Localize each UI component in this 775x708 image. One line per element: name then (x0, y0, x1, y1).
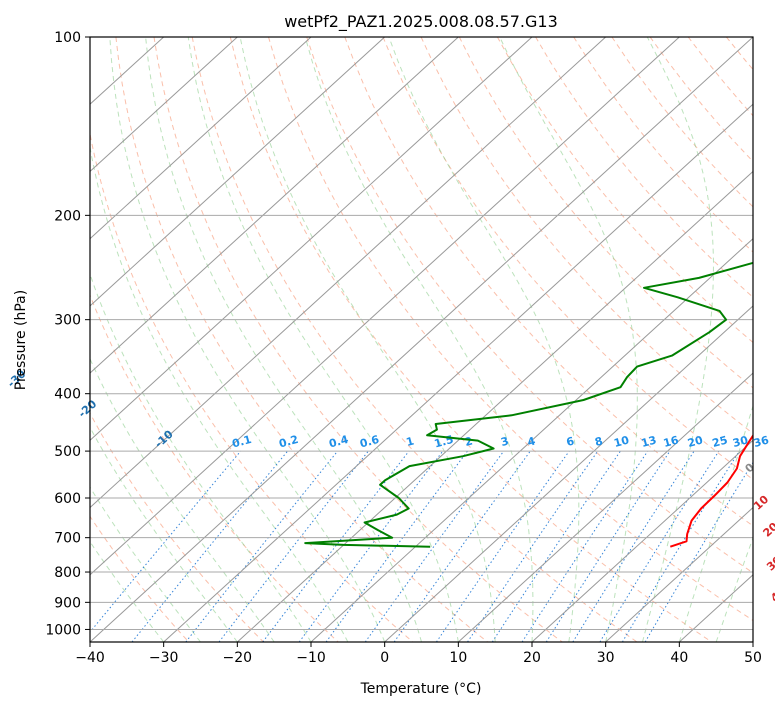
moist-adiabat (90, 144, 349, 642)
dry-adiabat (382, 37, 753, 481)
mixing-ratio-line (131, 450, 288, 642)
mixing-ratio-line (90, 450, 242, 633)
x-tick-label: 20 (523, 650, 541, 666)
x-tick-label: −40 (75, 650, 105, 666)
x-tick-label: 40 (670, 650, 688, 666)
y-tick-label: 300 (54, 313, 81, 329)
mixing-ratio-label: 10 (612, 433, 630, 450)
dry-adiabat (115, 37, 488, 642)
isotherm (531, 439, 753, 642)
mixing-ratio-line (262, 450, 410, 642)
dry-adiabat (191, 37, 638, 642)
mixing-ratio-line (185, 450, 338, 642)
y-tick-label: 600 (54, 491, 81, 507)
isotherm (605, 506, 753, 642)
temperature-label: 40 (768, 585, 775, 605)
mixing-ratio-line (521, 450, 649, 642)
dry-adiabat (90, 412, 264, 642)
mixing-ratio-label: 3 (499, 434, 510, 449)
isotherm (90, 37, 312, 240)
x-tick-label: −20 (223, 650, 253, 666)
y-tick-label: 200 (54, 208, 81, 224)
mixing-ratio-label: 1 (405, 434, 416, 449)
y-tick-label: 700 (54, 531, 81, 547)
y-tick-label: 1000 (45, 622, 81, 638)
x-tick-label: 0 (380, 650, 389, 666)
y-axis-label: Pressure (hPa) (13, 290, 29, 390)
dry-adiabat (153, 37, 563, 642)
moist-adiabat (145, 37, 422, 642)
isotherm (90, 37, 753, 642)
moist-adiabat (388, 37, 580, 642)
x-tick-label: 50 (744, 650, 762, 666)
moist-adiabat (304, 37, 534, 642)
isotherm (310, 237, 753, 642)
mixing-ratio-line (364, 450, 505, 642)
mixing-ratio-label: 0.4 (328, 433, 351, 451)
x-tick-label: −10 (296, 650, 326, 666)
dry-adiabat (535, 37, 753, 298)
isotherm (384, 305, 753, 642)
mixing-ratio-line (435, 450, 570, 642)
chart-title: wetPf2_PAZ1.2025.008.08.57.G13 (284, 12, 558, 32)
y-tick-label: 900 (54, 595, 81, 611)
y-tick-label: 500 (54, 444, 81, 460)
mixing-ratio-label: 13 (640, 433, 658, 450)
isotherm (90, 37, 386, 307)
x-tick-label: −30 (149, 650, 179, 666)
isotherm (90, 37, 533, 442)
temperature-profile-line (669, 433, 753, 548)
x-tick-label: 10 (449, 650, 467, 666)
mixing-ratio-label: 30 (731, 433, 749, 450)
mixing-ratio-line (467, 450, 599, 642)
isotherm (90, 37, 459, 374)
moist-adiabat (239, 37, 496, 642)
moist-adiabat (109, 37, 386, 642)
x-tick-label: 30 (597, 650, 615, 666)
mixing-ratio-line (491, 450, 621, 642)
mixing-ratio-label: 36 (752, 433, 770, 450)
plot-frame (89, 36, 754, 643)
isotherm (457, 372, 753, 642)
moist-adiabat (678, 404, 753, 642)
moist-adiabat (90, 272, 312, 642)
x-axis-label: Temperature (°C) (360, 681, 482, 697)
mixing-ratio-label: 8 (593, 434, 604, 449)
mixing-ratio-label: 4 (526, 434, 537, 449)
mixing-ratio-line (621, 450, 740, 642)
dry-adiabat (268, 37, 753, 622)
mixing-ratio-label: 6 (565, 434, 576, 449)
y-tick-label: 800 (54, 565, 81, 581)
mixing-ratio-label: 0.6 (358, 433, 381, 451)
mixing-ratio-line (298, 450, 444, 642)
y-tick-label: 100 (54, 30, 81, 46)
isotherm (90, 37, 607, 509)
moist-adiabat (499, 37, 638, 642)
moist-adiabat (187, 37, 459, 642)
mixing-ratio-line (325, 450, 468, 642)
isotherm (90, 37, 680, 576)
isotherm (163, 103, 753, 642)
isotherm (90, 37, 238, 173)
moist-adiabat (90, 357, 275, 642)
mixing-ratio-label: 20 (686, 433, 704, 450)
mixing-ratio-label: 0.2 (278, 433, 300, 451)
mixing-ratio-line (545, 450, 671, 642)
mixing-ratio-label: 0.1 (231, 433, 253, 451)
temperature-label: 30 (764, 553, 775, 573)
mixing-ratio-label: 16 (662, 433, 680, 450)
mixing-ratio-line (572, 450, 695, 642)
mixing-ratio-label: 2 (463, 434, 474, 449)
dewpoint-profile-line (304, 261, 753, 548)
y-tick-label: 400 (54, 387, 81, 403)
mixing-ratio-label: 25 (711, 433, 729, 450)
moist-adiabat (90, 426, 238, 642)
